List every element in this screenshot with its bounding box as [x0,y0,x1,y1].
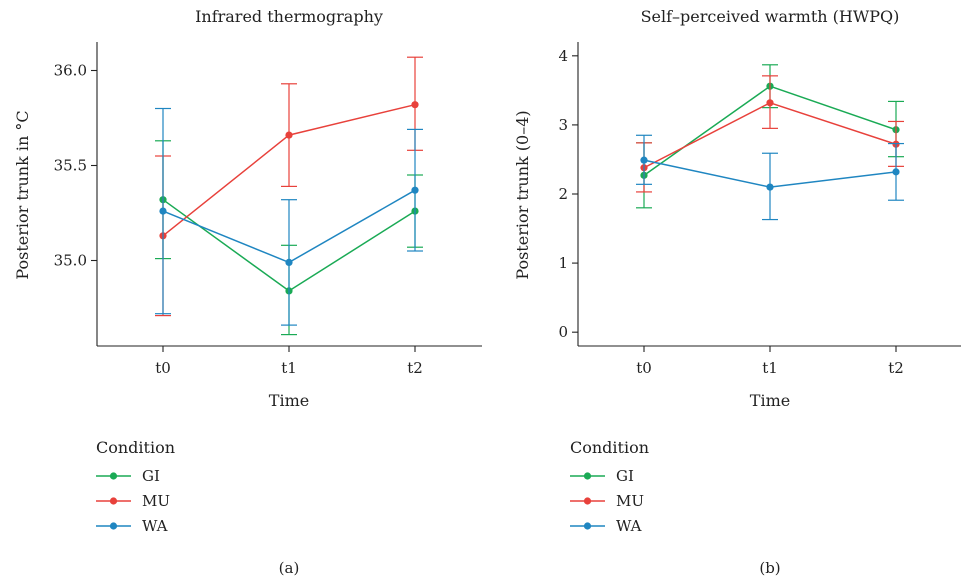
legend-label: GI [616,467,634,485]
legend-item-wa: WA [96,517,168,535]
legend-marker [109,522,118,530]
legend-item-gi: GI [96,467,160,485]
y-tick-label: 36.0 [54,62,87,80]
x-tick-label: t0 [155,359,171,377]
legend-item-gi: GI [570,467,634,485]
y-tick-label: 1 [558,254,568,272]
legend-marker [109,497,118,505]
y-tick-label: 3 [558,116,568,134]
chart-panel-b: Self–perceived warmth (HWPQ) Posterior t… [513,7,961,577]
y-tick-label: 2 [558,185,568,203]
data-point [892,168,900,176]
x-tick-label: t2 [888,359,904,377]
chart-title: Infrared thermography [195,7,383,26]
data-point [640,156,648,164]
legend-marker [109,472,118,480]
series-wa [636,134,904,221]
y-axis-label: Posterior trunk in °C [13,110,32,279]
legend-label: MU [142,492,170,510]
panel-label: (b) [759,559,780,577]
data-point [285,131,293,139]
series-wa [155,107,423,326]
legend-title: Condition [570,438,649,457]
data-point [766,183,774,191]
data-point [159,207,167,215]
y-tick-label: 0 [558,323,568,341]
legend-marker [583,522,592,530]
x-axis-label: Time [750,391,790,410]
x-tick-label: t2 [407,359,423,377]
legend-title: Condition [96,438,175,457]
y-axis-label: Posterior trunk (0–4) [513,110,532,279]
data-point [411,101,419,109]
legend-item-mu: MU [570,492,644,510]
data-point [411,186,419,194]
legend-item-mu: MU [96,492,170,510]
y-tick-label: 35.0 [54,252,87,270]
data-point [766,99,774,107]
legend-label: WA [616,517,642,535]
x-tick-label: t0 [636,359,652,377]
legend-marker [583,472,592,480]
panel-label: (a) [279,559,300,577]
legend-item-wa: WA [570,517,642,535]
chart-panel-a: Infrared thermography Posterior trunk in… [13,7,482,577]
y-tick-label: 4 [558,47,568,65]
y-tick-label: 35.5 [54,157,87,175]
x-tick-label: t1 [762,359,778,377]
legend-label: GI [142,467,160,485]
x-tick-label: t1 [281,359,297,377]
chart-title: Self–perceived warmth (HWPQ) [641,7,900,26]
legend-marker [583,497,592,505]
x-axis-label: Time [269,391,309,410]
legend-label: WA [142,517,168,535]
data-point [285,258,293,266]
legend-label: MU [616,492,644,510]
